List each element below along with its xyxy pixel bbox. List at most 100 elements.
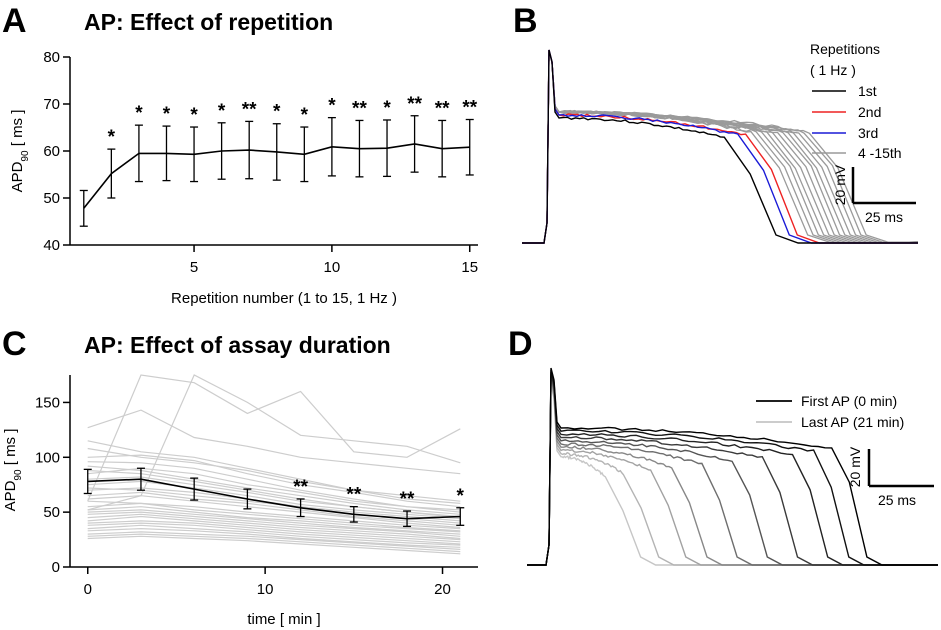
significance-marker: * xyxy=(383,98,391,119)
cell-trace xyxy=(87,520,461,543)
ap-trace-4-15th xyxy=(522,49,833,244)
ap-trace-1st xyxy=(522,49,918,244)
y-tick-label: 80 xyxy=(43,49,60,66)
ap-trace-4-15th xyxy=(522,49,859,244)
significance-marker: * xyxy=(190,105,198,126)
cell-trace xyxy=(87,440,461,502)
panel-c-mean-line xyxy=(87,478,461,520)
significance-marker: ** xyxy=(400,489,415,510)
ap-trace-4-15th xyxy=(522,49,870,244)
panel-b: B Repetitions ( 1 Hz ) 1st 2nd 3rd 4 -15… xyxy=(513,2,919,244)
y-tick-label: 40 xyxy=(43,237,60,254)
scale-bar-time: 25 ms xyxy=(878,492,916,508)
significance-marker: ** xyxy=(352,98,367,119)
panel-a-x-label: Repetition number (1 to 15, 1 Hz ) xyxy=(171,290,397,307)
panel-a-y-ticks: 40 50 60 70 80 xyxy=(43,49,70,254)
x-tick-label: 10 xyxy=(324,259,341,276)
scale-bar-voltage: 20 mV xyxy=(832,164,848,205)
y-tick-label: 50 xyxy=(43,190,60,207)
ap-trace-4-15th xyxy=(522,49,838,244)
panel-c-title: AP: Effect of assay duration xyxy=(84,332,391,358)
significance-marker: ** xyxy=(435,98,450,119)
significance-marker: * xyxy=(218,101,226,122)
panel-a-mean-line xyxy=(83,143,470,209)
significance-marker: ** xyxy=(346,485,361,506)
cell-trace xyxy=(87,524,461,546)
y-tick-label: 150 xyxy=(35,394,60,411)
ap-trace xyxy=(527,379,938,566)
panel-c-letter: C xyxy=(2,325,27,363)
cell-trace xyxy=(87,511,461,537)
legend-label-last-ap: Last AP (21 min) xyxy=(801,414,904,430)
significance-marker: * xyxy=(108,127,116,148)
panel-b-traces xyxy=(522,49,919,244)
ap-trace xyxy=(527,385,938,566)
significance-marker: ** xyxy=(407,94,422,115)
y-tick-label: 70 xyxy=(43,96,60,113)
panel-a-significance: ** * * * ** * * * ** * ** ** ** xyxy=(108,94,478,148)
ap-trace-4-15th xyxy=(522,49,891,244)
significance-marker: * xyxy=(457,486,465,507)
significance-marker: * xyxy=(301,105,309,126)
legend-label-1st: 1st xyxy=(858,83,877,99)
cell-trace xyxy=(87,515,461,541)
y-tick-label: 0 xyxy=(52,559,60,576)
cell-trace xyxy=(87,480,461,520)
cell-trace xyxy=(87,535,461,555)
legend-label-4-15th: 4 -15th xyxy=(858,145,902,161)
x-tick-label: 20 xyxy=(434,581,451,598)
ap-trace xyxy=(527,373,938,566)
panel-d: D First AP (0 min) Last AP (21 min) 20 m… xyxy=(508,325,938,566)
panel-a-error-bars xyxy=(79,115,474,227)
panel-b-legend: 1st 2nd 3rd 4 -15th xyxy=(812,83,902,161)
ap-trace xyxy=(527,371,938,566)
cell-trace xyxy=(87,465,461,515)
panel-a-x-ticks: 5 10 15 xyxy=(190,245,478,276)
cell-trace xyxy=(87,491,461,526)
panel-b-legend-title-2: ( 1 Hz ) xyxy=(810,62,856,78)
significance-marker: ** xyxy=(293,477,308,498)
panel-a-title: AP: Effect of repetition xyxy=(84,9,333,35)
panel-a-letter: A xyxy=(2,2,27,40)
x-tick-label: 10 xyxy=(257,581,274,598)
scale-bar-voltage: 20 mV xyxy=(847,446,863,487)
cell-trace xyxy=(87,502,461,532)
significance-marker: ** xyxy=(242,99,257,120)
panel-c-y-label: APD90 [ ms ] xyxy=(2,429,24,512)
cell-trace xyxy=(87,447,461,504)
cell-trace xyxy=(87,531,461,550)
cell-trace xyxy=(87,533,461,553)
legend-label-first-ap: First AP (0 min) xyxy=(801,393,897,409)
ap-trace-2nd xyxy=(522,49,918,244)
scale-bar-time: 25 ms xyxy=(865,209,903,225)
panel-c: C AP: Effect of assay duration 050100150… xyxy=(2,325,478,628)
cell-trace xyxy=(87,476,461,518)
cell-trace xyxy=(87,495,461,529)
panel-d-scale-bar: 20 mV 25 ms xyxy=(847,446,934,508)
cell-trace xyxy=(87,374,461,511)
cell-trace xyxy=(87,522,461,545)
y-tick-label: 60 xyxy=(43,143,60,160)
ap-trace xyxy=(527,381,938,566)
significance-marker: * xyxy=(273,102,281,123)
significance-marker: * xyxy=(135,103,143,124)
ap-trace-4-15th xyxy=(522,49,875,244)
cell-trace xyxy=(87,506,461,533)
legend-label-3rd: 3rd xyxy=(858,125,878,141)
panel-a-y-label: APD90 [ ms ] xyxy=(9,110,31,193)
ap-trace xyxy=(527,383,938,566)
y-tick-label: 50 xyxy=(43,504,60,521)
ap-trace xyxy=(527,367,938,566)
cell-trace xyxy=(87,454,461,508)
panel-d-legend: First AP (0 min) Last AP (21 min) xyxy=(756,393,904,430)
panel-c-significance: ** ** ** * xyxy=(293,477,464,510)
cell-trace xyxy=(87,513,461,540)
panel-d-letter: D xyxy=(508,325,533,363)
ap-trace xyxy=(527,369,938,566)
x-tick-label: 0 xyxy=(84,581,92,598)
panel-a: A AP: Effect of repetition 40 50 60 70 80 5 1… xyxy=(2,2,478,307)
x-tick-label: 5 xyxy=(190,259,198,276)
significance-marker: ** xyxy=(462,98,477,119)
cell-trace xyxy=(87,374,461,502)
